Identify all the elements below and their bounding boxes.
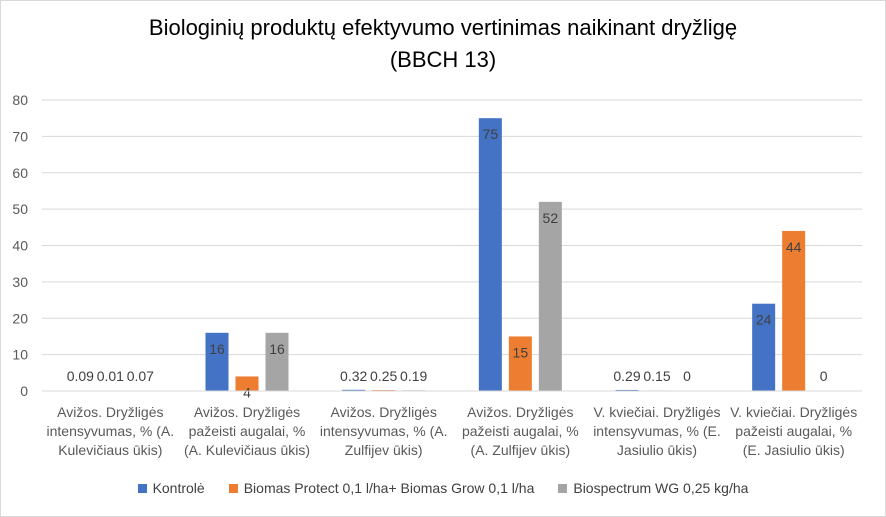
x-category-label: V. kviečiai. Dryžligės [593, 404, 720, 420]
data-label: 0 [820, 368, 828, 384]
x-category-label: Zulfijev ūkis) [345, 442, 423, 458]
bar [615, 389, 639, 391]
x-category-label: pažeisti augalai, % [735, 423, 852, 439]
bar [235, 376, 259, 391]
y-tick-label: 20 [12, 310, 28, 326]
bar [265, 332, 289, 391]
x-category-label: (E. Jasiulio ūkis) [743, 442, 845, 458]
x-category-label: Avižos. Dryžligės [194, 404, 300, 420]
legend-swatch-biospectrum [558, 483, 568, 493]
x-category-label: V. kviečiai. Dryžligės [730, 404, 857, 420]
x-category-label: pažeisti augalai, % [462, 423, 579, 439]
data-label: 4 [243, 384, 251, 400]
x-category-label: Avižos. Dryžligės [331, 404, 437, 420]
x-category-label: (A. Kulevičiaus ūkis) [184, 442, 310, 458]
y-tick-label: 40 [12, 238, 28, 254]
y-tick-label: 70 [12, 128, 28, 144]
chart-title: Biologinių produktų efektyvumo vertinima… [0, 12, 886, 76]
data-label: 0.29 [613, 368, 640, 384]
data-label: 15 [513, 344, 529, 360]
y-tick-label: 50 [12, 201, 28, 217]
legend-item-kontrole: Kontrolė [137, 480, 205, 496]
data-label: 0.25 [370, 368, 397, 384]
data-label: 24 [756, 312, 772, 328]
y-tick-label: 10 [12, 347, 28, 363]
legend-swatch-kontrole [137, 483, 147, 493]
x-category-label: intensyvumas, % (A. [320, 423, 448, 439]
x-category-label: Jasiulio ūkis) [617, 442, 697, 458]
data-label: 0.19 [400, 368, 427, 384]
x-category-label: (A. Zulfijev ūkis) [471, 442, 571, 458]
data-label: 0 [683, 368, 691, 384]
bar [782, 230, 806, 391]
legend-item-biospectrum: Biospectrum WG 0,25 kg/ha [558, 480, 748, 496]
x-category-label: intensyvumas, % (A. [47, 423, 175, 439]
data-label: 0.15 [643, 368, 670, 384]
data-label: 0.09 [67, 368, 94, 384]
chart-title-line-2: (BBCH 13) [389, 47, 497, 72]
legend-label-biomas: Biomas Protect 0,1 l/ha+ Biomas Grow 0,1… [243, 480, 535, 496]
legend-label-biospectrum: Biospectrum WG 0,25 kg/ha [573, 480, 749, 496]
legend: Kontrolė Biomas Protect 0,1 l/ha+ Biomas… [0, 480, 886, 496]
data-label: 0.32 [340, 368, 367, 384]
data-label: 16 [269, 341, 285, 357]
bar [508, 336, 532, 391]
data-label: 16 [209, 341, 225, 357]
x-category-label: Kulevičiaus ūkis) [58, 442, 162, 458]
bar [752, 303, 776, 391]
x-category-label: pažeisti augalai, % [189, 423, 306, 439]
bar [342, 389, 366, 391]
bar [205, 332, 229, 391]
y-tick-label: 60 [12, 165, 28, 181]
legend-swatch-biomas [228, 483, 238, 493]
bar [478, 118, 502, 391]
data-label: 44 [786, 239, 802, 255]
chart-title-line-1: Biologinių produktų efektyvumo vertinima… [148, 15, 738, 40]
x-category-label: Avižos. Dryžligės [57, 404, 163, 420]
data-label: 75 [483, 126, 499, 142]
x-category-label: Avižos. Dryžligės [467, 404, 573, 420]
y-tick-label: 80 [12, 92, 28, 108]
legend-label-kontrole: Kontrolė [152, 480, 205, 496]
data-label: 0.01 [97, 368, 124, 384]
bar [538, 201, 562, 391]
y-tick-label: 30 [12, 274, 28, 290]
y-tick-label: 0 [20, 383, 28, 399]
x-category-label: intensyvumas, % (E. [593, 423, 721, 439]
data-label: 52 [543, 210, 559, 226]
legend-item-biomas: Biomas Protect 0,1 l/ha+ Biomas Grow 0,1… [228, 480, 535, 496]
data-label: 0.07 [127, 368, 154, 384]
